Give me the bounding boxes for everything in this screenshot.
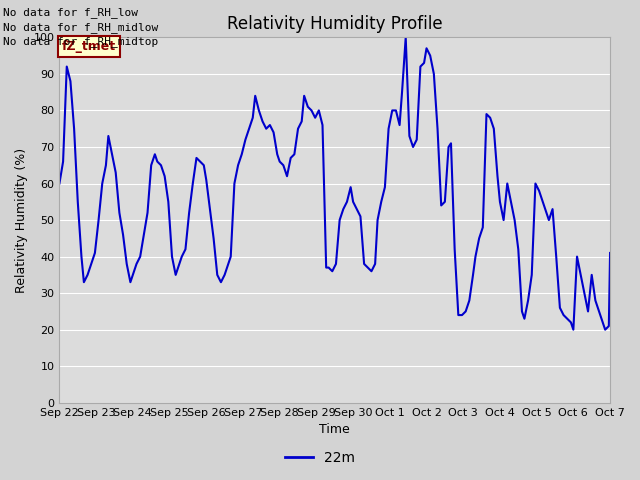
Text: fZ_tmet: fZ_tmet [62,40,116,53]
X-axis label: Time: Time [319,423,350,436]
Text: No data for f_RH_low: No data for f_RH_low [3,7,138,18]
Legend: 22m: 22m [280,445,360,471]
Text: No data for f_RH_midlow: No data for f_RH_midlow [3,22,159,33]
Y-axis label: Relativity Humidity (%): Relativity Humidity (%) [15,147,28,293]
Title: Relativity Humidity Profile: Relativity Humidity Profile [227,15,442,33]
Text: No data for f_RH_midtop: No data for f_RH_midtop [3,36,159,47]
